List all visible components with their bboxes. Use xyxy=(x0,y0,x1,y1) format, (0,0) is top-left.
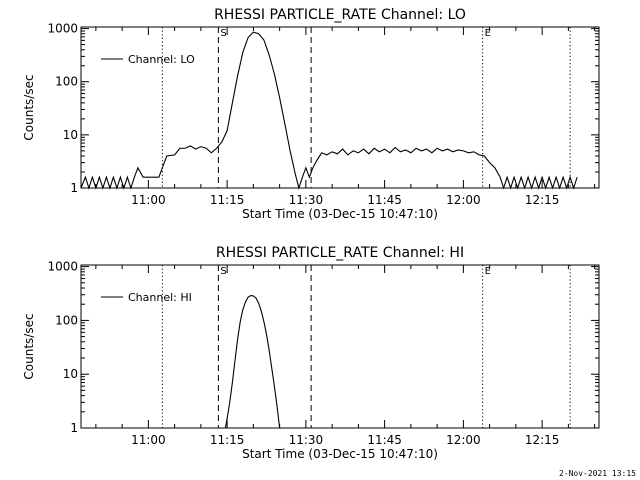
x-tick-label: 12:00 xyxy=(446,193,481,207)
y-tick-label: 1000 xyxy=(47,260,78,274)
chart-title: RHESSI PARTICLE_RATE Channel: HI xyxy=(216,245,464,261)
x-tick-label: 11:15 xyxy=(210,433,245,447)
panel-lo: RHESSI PARTICLE_RATE Channel: LO 11:00 11:… xyxy=(22,7,600,221)
x-tick-label: 12:00 xyxy=(446,433,481,447)
x-axis-label: Start Time (03-Dec-15 10:47:10) xyxy=(242,447,438,461)
chart-title: RHESSI PARTICLE_RATE Channel: LO xyxy=(214,7,466,23)
series-line xyxy=(80,31,578,190)
y-axis-label: Counts/sec xyxy=(22,74,36,140)
x-axis-label: Start Time (03-Dec-15 10:47:10) xyxy=(242,207,438,221)
time-marker-label: S xyxy=(220,266,226,277)
legend-label: Channel: LO xyxy=(128,53,195,66)
footer-timestamp: 2-Nov-2021 13:15 xyxy=(558,469,636,478)
panel-hi: RHESSI PARTICLE_RATE Channel: HI 11:00 11:… xyxy=(22,245,600,461)
x-tick-label: 11:45 xyxy=(367,433,402,447)
time-marker-label: S xyxy=(220,28,226,39)
y-tick-label: 100 xyxy=(55,313,78,327)
x-tick-label: 11:00 xyxy=(131,193,166,207)
y-tick-label: 10 xyxy=(63,128,78,142)
x-tick-label: 11:15 xyxy=(210,193,245,207)
y-tick-label: 10 xyxy=(63,367,78,381)
y-tick-label: 1000 xyxy=(47,22,78,36)
legend-label: Channel: HI xyxy=(128,291,192,304)
y-axis-label: Counts/sec xyxy=(22,313,36,379)
plot-frame xyxy=(80,264,600,429)
x-tick-label: 12:15 xyxy=(525,433,560,447)
x-tick-label: 12:15 xyxy=(525,193,560,207)
y-tick-label: 1 xyxy=(70,421,78,435)
plot-frame xyxy=(80,26,600,189)
time-marker-label: E xyxy=(485,266,491,277)
x-tick-label: 11:00 xyxy=(131,433,166,447)
x-tick-label: 11:30 xyxy=(289,193,324,207)
time-marker-label: E xyxy=(485,28,491,39)
x-tick-label: 11:30 xyxy=(289,433,324,447)
y-tick-label: 100 xyxy=(55,75,78,89)
series-line xyxy=(224,294,281,429)
x-tick-label: 11:45 xyxy=(367,193,402,207)
y-tick-label: 1 xyxy=(70,181,78,195)
